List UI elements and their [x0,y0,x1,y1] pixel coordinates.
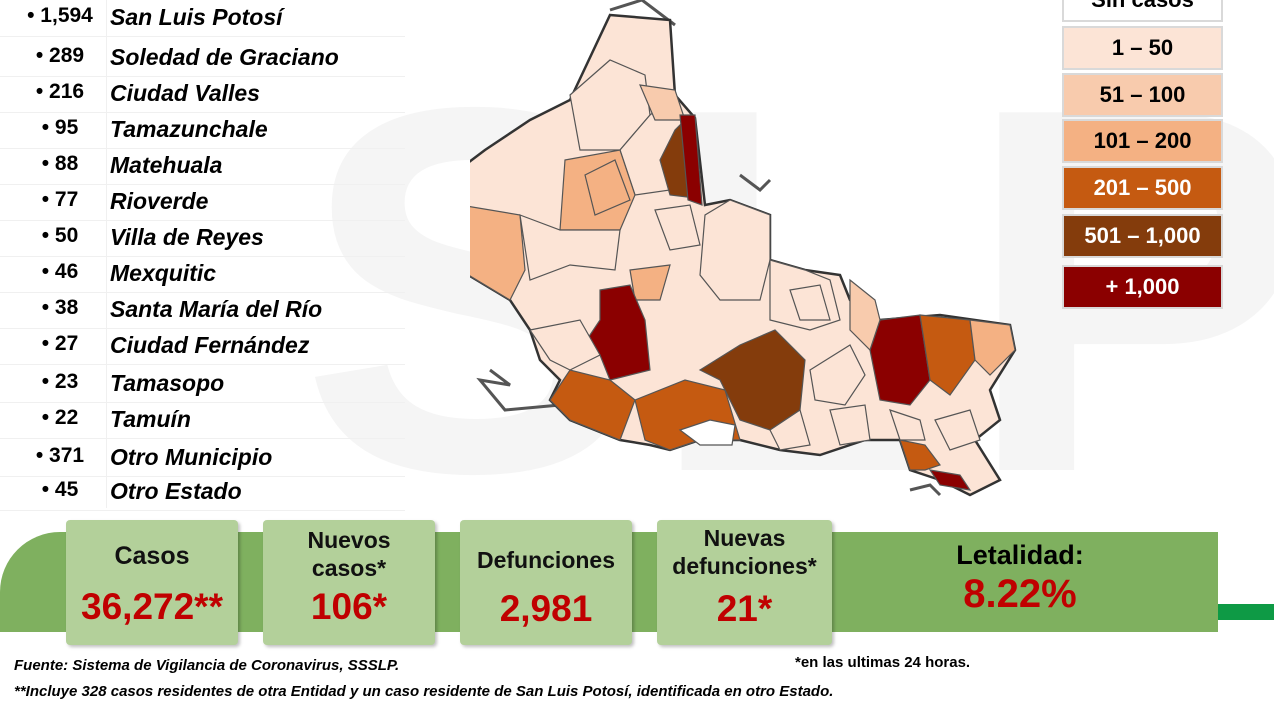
casos-value: 36,272** [81,586,223,627]
legend-item-2: 51 – 100 [1062,73,1223,117]
municipality-name: Tamazunchale [110,116,268,142]
legend-item-0: Sin casos [1062,0,1223,22]
letalidad-value: 8.22% [963,572,1077,616]
case-count: • 95 [41,116,79,139]
list-item: • 50 Villa de Reyes [0,220,405,257]
legend-label: Sin casos [1091,0,1194,13]
case-count: • 23 [41,370,79,393]
municipality-name: Otro Municipio [110,444,273,470]
case-count: • 371 [35,444,85,467]
list-item: • 289 Soledad de Graciano [0,40,405,77]
nuevos-casos-label-1: Nuevos [307,527,391,553]
case-count: • 22 [41,406,79,429]
legend-item-3: 101 – 200 [1062,119,1223,163]
municipality-name: Mexquitic [110,260,217,286]
defunciones-card: Defunciones 2,981 [460,520,632,645]
legend-label: 1 – 50 [1111,35,1174,60]
legend-label: + 1,000 [1105,274,1180,299]
defunciones-label: Defunciones [476,547,616,573]
nuevos-casos-value: 106* [310,586,388,627]
case-count: • 77 [41,188,79,211]
legend-label: 51 – 100 [1099,82,1186,107]
municipality-name: Villa de Reyes [110,224,264,250]
case-count: • 1,594 [27,4,93,27]
defunciones-value: 2,981 [499,588,593,629]
case-count: • 289 [35,44,85,67]
case-count: • 45 [41,478,79,501]
list-item: • 88 Matehuala [0,148,405,185]
casos-label: Casos [114,542,190,570]
case-count: • 27 [41,332,79,355]
legend-item-4: 201 – 500 [1062,166,1223,210]
legend-item-1: 1 – 50 [1062,26,1223,70]
list-item: • 371 Otro Municipio [0,440,405,477]
source-note: Fuente: Sistema de Vigilancia de Coronav… [14,657,400,674]
case-count: • 38 [41,296,79,319]
municipality-name: Ciudad Fernández [110,332,310,358]
municipality-name: Matehuala [110,152,223,178]
list-item: • 23 Tamasopo [0,366,405,403]
accent-stripe [1218,604,1274,620]
legend-label: 501 – 1,000 [1084,223,1201,248]
legend-label: 101 – 200 [1093,128,1192,153]
case-count: • 88 [41,152,79,175]
municipality-name: Soledad de Graciano [110,44,339,70]
list-item: • 38 Santa María del Río [0,292,405,329]
nuevas-defunciones-value: 21* [716,588,773,629]
list-item: • 22 Tamuín [0,402,405,439]
municipality-name: Tamasopo [110,370,225,396]
municipality-name: Santa María del Río [110,296,323,322]
municipality-name: Rioverde [110,188,209,214]
legend-item-6: + 1,000 [1062,265,1223,309]
municipality-regions [470,59,1016,491]
legend-item-5: 501 – 1,000 [1062,214,1223,258]
footnote-24h: *en las ultimas 24 horas. [795,654,971,671]
municipality-name: Tamuín [110,406,191,432]
nuevas-defunciones-card: Nuevas defunciones* 21* [657,520,832,645]
list-item: • 95 Tamazunchale [0,112,405,149]
nuevas-defunciones-label-1: Nuevas [703,525,786,551]
list-item: • 1,594 San Luis Potosí [0,0,405,37]
case-count: • 216 [35,80,85,103]
municipality-name: Otro Estado [110,478,242,504]
letalidad-label: Letalidad: [956,540,1084,570]
column-divider [106,0,107,508]
road-lines [476,0,942,497]
list-item: • 216 Ciudad Valles [0,76,405,113]
list-item: • 46 Mexquitic [0,256,405,293]
municipality-name: Ciudad Valles [110,80,260,106]
state-choropleth-map [470,0,1017,497]
list-item: • 77 Rioverde [0,184,405,221]
nuevos-casos-card: Nuevos casos* 106* [263,520,435,645]
list-item: • 27 Ciudad Fernández [0,328,405,365]
footnote-incluye: **Incluye 328 casos residentes de otra E… [14,683,834,700]
case-count: • 50 [41,224,79,247]
nuevas-defunciones-label-2: defunciones* [672,553,817,579]
nuevos-casos-label-2: casos* [311,555,387,581]
case-count: • 46 [41,260,79,283]
list-item: • 45 Otro Estado [0,474,405,511]
casos-card: Casos 36,272** [66,520,238,645]
legend-label: 201 – 500 [1093,175,1192,200]
municipality-name: San Luis Potosí [110,4,283,30]
